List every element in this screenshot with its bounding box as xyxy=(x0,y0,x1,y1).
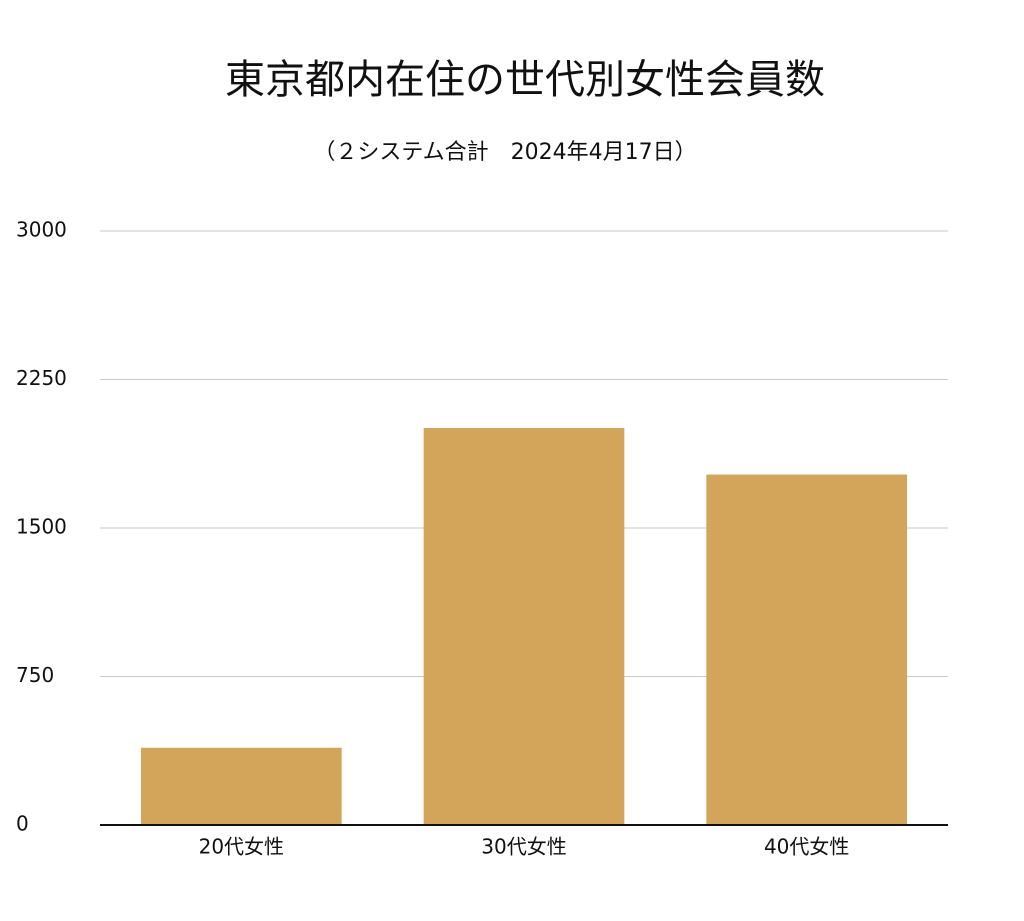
y-tick-label: 0 xyxy=(16,812,29,836)
y-tick-label: 1500 xyxy=(16,515,67,539)
x-tick-label: 40代女性 xyxy=(764,835,849,859)
bar xyxy=(423,428,625,825)
y-tick-label: 3000 xyxy=(16,218,67,242)
chart-title: 東京都内在住の世代別女性会員数 xyxy=(225,57,825,103)
chart-subtitle: （２システム合計 2024年4月17日） xyxy=(313,140,696,165)
x-tick-label: 20代女性 xyxy=(199,835,284,859)
bar xyxy=(140,747,342,825)
y-tick-label: 2250 xyxy=(16,366,67,390)
x-tick-label: 30代女性 xyxy=(481,835,566,859)
y-tick-label: 750 xyxy=(16,663,54,687)
bar xyxy=(706,474,908,825)
